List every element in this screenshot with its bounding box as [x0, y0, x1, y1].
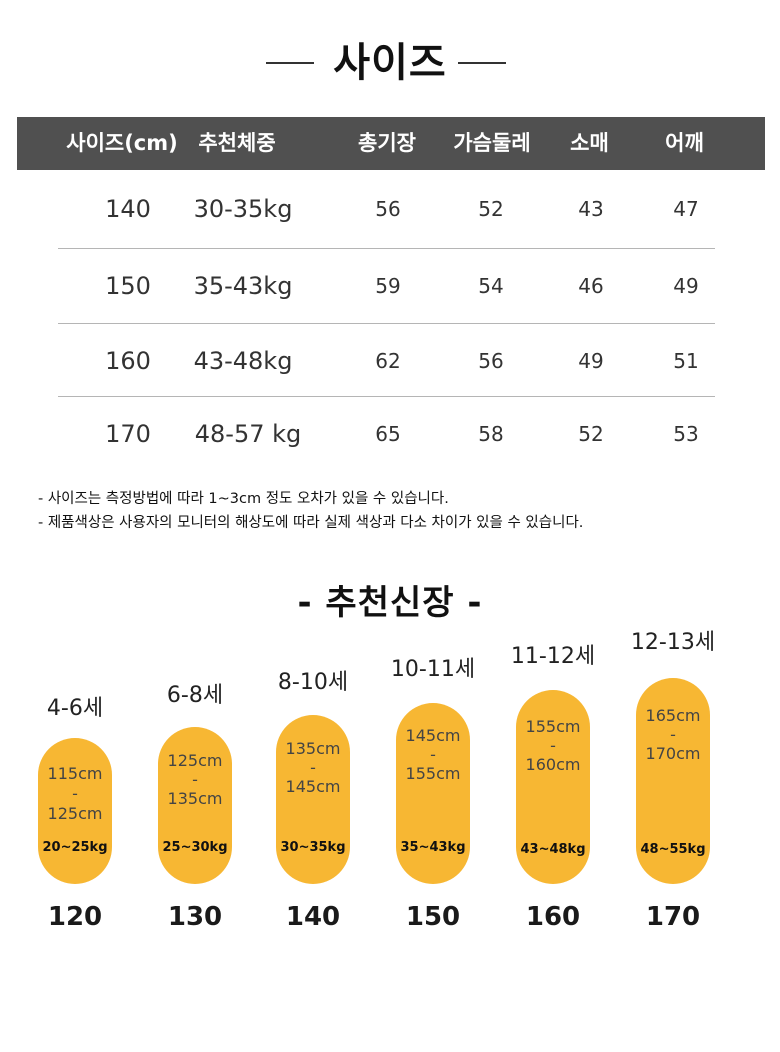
cell-length: 56	[375, 197, 401, 221]
age-label: 10-11세	[390, 657, 476, 682]
height-dash: -	[192, 770, 198, 789]
age-label: 8-10세	[277, 670, 349, 695]
table-row: 160 43-48kg 62 56 49 51	[58, 323, 715, 398]
cell-sleeve: 43	[578, 197, 604, 221]
cell-sleeve: 46	[578, 274, 604, 298]
weight-range: 20~25kg	[42, 840, 108, 855]
height-pill: 115cm - 125cm 20~25kg	[38, 738, 112, 884]
height-from: 165cm	[645, 706, 701, 725]
size-number: 120	[47, 902, 103, 932]
header-chest: 가슴둘레	[453, 131, 531, 155]
size-number: 140	[285, 902, 341, 932]
size-title-block: 사이즈	[0, 30, 780, 90]
cell-weight: 43-48kg	[193, 347, 293, 375]
cell-chest: 54	[478, 274, 504, 298]
cell-weight: 35-43kg	[193, 272, 293, 300]
height-from: 125cm	[167, 751, 223, 770]
cell-chest: 56	[478, 349, 504, 373]
cell-size: 150	[105, 272, 151, 300]
note-measurement: - 사이즈는 측정방법에 따라 1~3cm 정도 오차가 있을 수 있습니다.	[38, 491, 449, 507]
title-rule-right	[458, 62, 506, 64]
cell-weight: 48-57 kg	[194, 420, 302, 448]
cell-weight: 30-35kg	[193, 195, 293, 223]
age-label: 6-8세	[166, 683, 224, 708]
age-label: 4-6세	[46, 696, 104, 721]
height-pill: 135cm - 145cm 30~35kg	[276, 715, 350, 884]
cell-sleeve: 49	[578, 349, 604, 373]
age-label: 12-13세	[630, 630, 716, 655]
cell-chest: 58	[478, 422, 504, 446]
cell-length: 62	[375, 349, 401, 373]
size-number: 160	[525, 902, 581, 932]
cell-shoulder: 53	[673, 422, 699, 446]
weight-range: 30~35kg	[280, 840, 346, 855]
table-row: 140 30-35kg 56 52 43 47	[58, 172, 715, 246]
page-title: 사이즈	[333, 40, 447, 86]
title-rule-left	[266, 62, 314, 64]
cell-size: 140	[105, 195, 151, 223]
height-from: 115cm	[47, 764, 103, 783]
height-pill: 125cm - 135cm 25~30kg	[158, 727, 232, 884]
weight-range: 43~48kg	[520, 842, 586, 857]
height-dash: -	[670, 725, 676, 744]
height-from: 145cm	[405, 726, 461, 745]
height-pill: 145cm - 155cm 35~43kg	[396, 703, 470, 884]
cell-size: 170	[105, 420, 151, 448]
height-pill: 155cm - 160cm 43~48kg	[516, 690, 590, 884]
cell-length: 59	[375, 274, 401, 298]
height-dash: -	[430, 745, 436, 764]
header-size: 사이즈(cm)	[66, 131, 178, 155]
size-number: 170	[645, 902, 701, 932]
table-row: 150 35-43kg 59 54 46 49	[58, 248, 715, 323]
height-dash: -	[310, 758, 316, 777]
cell-sleeve: 52	[578, 422, 604, 446]
size-number: 130	[167, 902, 223, 932]
height-dash: -	[550, 736, 556, 755]
height-to: 160cm	[525, 755, 581, 774]
recommend-title: - 추천신장 -	[297, 583, 483, 623]
height-to: 125cm	[47, 804, 103, 823]
cell-shoulder: 47	[673, 197, 699, 221]
cell-shoulder: 51	[673, 349, 699, 373]
weight-range: 48~55kg	[640, 842, 706, 857]
cell-length: 65	[375, 422, 401, 446]
cell-chest: 52	[478, 197, 504, 221]
height-pill: 165cm - 170cm 48~55kg	[636, 678, 710, 884]
note-color: - 제품색상은 사용자의 모니터의 해상도에 따라 실제 색상과 다소 차이가 …	[38, 515, 584, 531]
height-from: 155cm	[525, 717, 581, 736]
cell-shoulder: 49	[673, 274, 699, 298]
weight-range: 25~30kg	[162, 840, 228, 855]
size-notes: - 사이즈는 측정방법에 따라 1~3cm 정도 오차가 있을 수 있습니다. …	[38, 487, 583, 535]
height-to: 135cm	[167, 789, 223, 808]
header-weight: 추천체중	[198, 131, 276, 155]
size-number: 150	[405, 902, 461, 932]
header-length: 총기장	[358, 131, 416, 155]
age-label: 11-12세	[510, 644, 596, 669]
header-sleeve: 소매	[570, 131, 609, 155]
weight-range: 35~43kg	[400, 840, 466, 855]
height-to: 170cm	[645, 744, 701, 763]
size-table-header: 사이즈(cm) 추천체중 총기장 가슴둘레 소매 어깨	[17, 117, 765, 170]
height-to: 155cm	[405, 764, 461, 783]
height-dash: -	[72, 784, 78, 803]
height-to: 145cm	[285, 777, 341, 796]
header-shoulder: 어깨	[665, 131, 704, 155]
height-from: 135cm	[285, 739, 341, 758]
table-row: 170 48-57 kg 65 58 52 53	[58, 396, 715, 471]
cell-size: 160	[105, 347, 151, 375]
